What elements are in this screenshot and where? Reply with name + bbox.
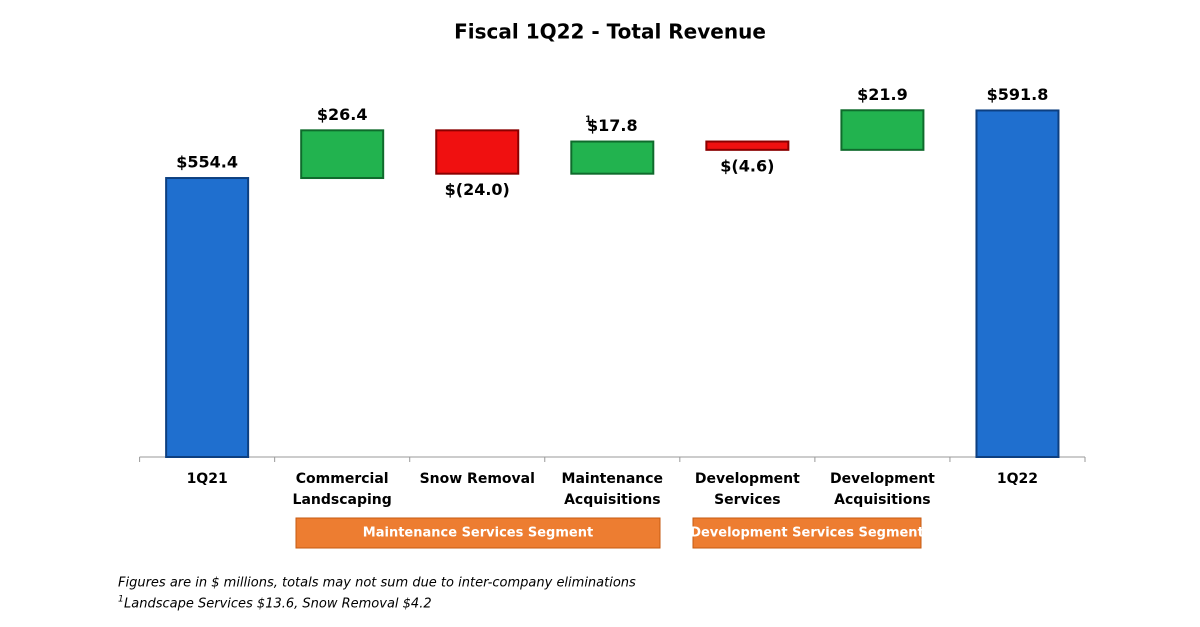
- value-label: $(4.6): [720, 156, 774, 175]
- value-label: $591.8: [987, 85, 1049, 104]
- x-tick-label: Development: [830, 471, 935, 487]
- bar: [840, 109, 925, 151]
- x-tick-label: Acquisitions: [564, 492, 660, 508]
- value-label: $(24.0): [445, 180, 510, 199]
- x-tick-label: Services: [714, 492, 781, 508]
- segment-box: [692, 517, 922, 549]
- value-label: $554.4: [176, 153, 238, 172]
- x-tick-label: Maintenance: [562, 471, 664, 487]
- value-label: $21.9: [857, 85, 908, 104]
- bar: [975, 109, 1060, 458]
- bar: [705, 140, 790, 151]
- value-label: $17.8: [587, 116, 638, 135]
- chart-title: Fiscal 1Q22 - Total Revenue: [454, 20, 766, 44]
- footnote-marker: 1: [585, 115, 591, 125]
- x-tick-label: Landscaping: [293, 492, 392, 508]
- segment-box: [295, 517, 661, 549]
- x-tick-label: 1Q22: [997, 471, 1038, 487]
- x-tick-label: 1Q21: [187, 471, 228, 487]
- value-label: $26.4: [317, 105, 368, 124]
- bar: [165, 177, 250, 458]
- segment-label: Maintenance Services Segment: [363, 526, 593, 541]
- note: Figures are in $ millions, totals may no…: [118, 576, 636, 591]
- note: Landscape Services $13.6, Snow Removal $…: [124, 597, 432, 612]
- x-tick-label: Acquisitions: [834, 492, 930, 508]
- bar: [435, 129, 520, 175]
- bar: [570, 140, 655, 175]
- x-tick-label: Commercial: [296, 471, 389, 487]
- footnote-marker: 1: [118, 595, 124, 605]
- x-tick-label: Development: [695, 471, 800, 487]
- segment-label: Development Services Segment: [690, 526, 924, 541]
- bar: [300, 129, 385, 180]
- x-tick-label: Snow Removal: [420, 471, 535, 487]
